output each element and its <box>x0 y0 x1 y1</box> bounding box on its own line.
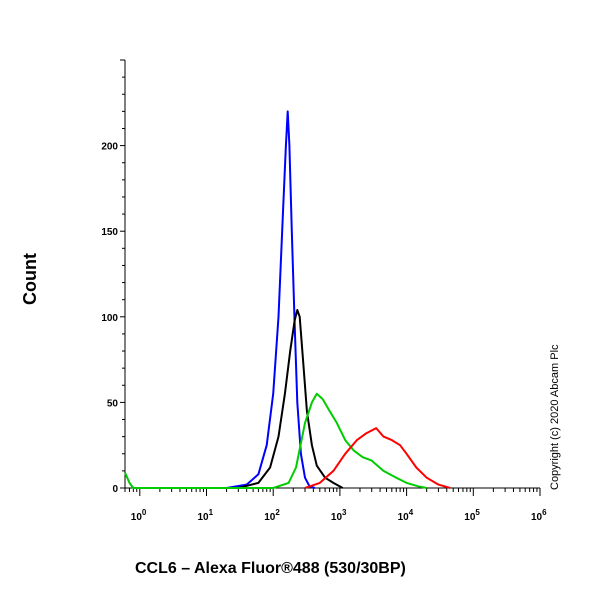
x-tick-label: 102 <box>264 508 280 523</box>
y-axis-title: Count <box>20 253 40 305</box>
histogram-series-line <box>124 392 427 489</box>
x-tick-label: 103 <box>331 508 347 523</box>
y-tick-label: 50 <box>107 398 119 409</box>
axes <box>124 60 540 489</box>
histogram-series-line <box>226 110 316 489</box>
x-tick-label: 105 <box>464 508 480 523</box>
x-axis-title: CCL6 – Alexa Fluor®488 (530/30BP) <box>135 560 406 577</box>
y-tick-label: 200 <box>101 142 118 153</box>
copyright-text: Copyright (c) 2020 Abcam Plc <box>549 344 561 490</box>
y-tick-label: 0 <box>112 484 118 495</box>
y-tick-label: 100 <box>101 313 118 324</box>
histogram-series-line <box>238 309 344 489</box>
series <box>124 110 451 489</box>
histogram-series-line <box>304 427 451 489</box>
x-tick-label: 100 <box>131 508 147 523</box>
ticks: 0 50 100 150 200 100 101 102 103 104 105 106 <box>101 59 547 523</box>
y-tick-label: 150 <box>101 227 118 238</box>
x-tick-label: 101 <box>197 508 213 523</box>
x-tick-label: 104 <box>398 508 414 523</box>
x-tick-label: 106 <box>531 508 547 523</box>
